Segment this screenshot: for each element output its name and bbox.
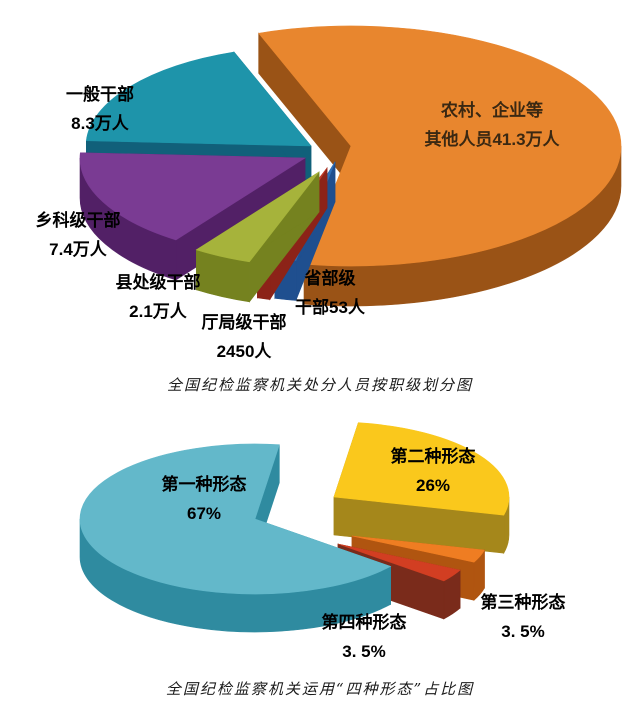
slice-name: 第二种形态 — [390, 447, 476, 466]
four-forms-pie-figure: 第一种形态 67% 第二种形态 26% 第三种形态 3. 5% 第四种形态 3.… — [0, 412, 639, 721]
slice-name: 第四种形态 — [321, 613, 407, 632]
label-form-3: 第三种形态 3. 5% — [481, 588, 566, 646]
slice-value: 26% — [415, 476, 451, 495]
slice-name: 第三种形态 — [480, 593, 566, 612]
slice-value: 67% — [186, 504, 222, 523]
label-rural-others: 农村、企业等 其他人员41.3万人 — [424, 96, 559, 154]
chart2-caption: 全国纪检监察机关运用“四种形态”占比图 — [165, 680, 475, 698]
label-form-1: 第一种形态 67% — [162, 470, 247, 528]
slice-name: 厅局级干部 — [201, 313, 287, 332]
label-bureau-cadres: 厅局级干部 2450人 — [202, 308, 287, 366]
rank-pie-chart — [79, 25, 622, 307]
slice-name: 农村、企业等 — [441, 101, 543, 120]
four-forms-pie-chart — [79, 422, 510, 633]
label-general-cadres: 一般干部 8.3万人 — [66, 80, 134, 138]
label-provincial-cadres: 省部级 干部53人 — [295, 264, 365, 322]
slice-name: 县处级干部 — [115, 273, 201, 292]
slice-name: 乡科级干部 — [35, 211, 121, 230]
rank-pie-figure: 一般干部 8.3万人 农村、企业等 其他人员41.3万人 乡科级干部 7.4万人… — [36, 25, 622, 394]
chart1-caption: 全国纪检监察机关处分人员按职级划分图 — [166, 376, 474, 394]
slice-value: 干部53人 — [295, 298, 365, 317]
slice-value: 2.1万人 — [129, 302, 187, 321]
slice-name: 省部级 — [304, 269, 356, 288]
slice-name: 第一种形态 — [161, 475, 247, 494]
label-form-4: 第四种形态 3. 5% — [322, 608, 407, 666]
slice-value: 8.3万人 — [71, 114, 129, 133]
slice-name: 一般干部 — [66, 85, 134, 104]
slice-value: 2450人 — [216, 342, 272, 361]
slice-value: 7.4万人 — [49, 240, 107, 259]
label-township-cadres: 乡科级干部 7.4万人 — [36, 206, 121, 264]
label-form-2: 第二种形态 26% — [391, 442, 476, 500]
slice-value: 3. 5% — [342, 642, 386, 661]
slice-value: 3. 5% — [501, 622, 545, 641]
slice-value: 其他人员41.3万人 — [424, 130, 560, 149]
label-county-cadres: 县处级干部 2.1万人 — [116, 268, 201, 326]
